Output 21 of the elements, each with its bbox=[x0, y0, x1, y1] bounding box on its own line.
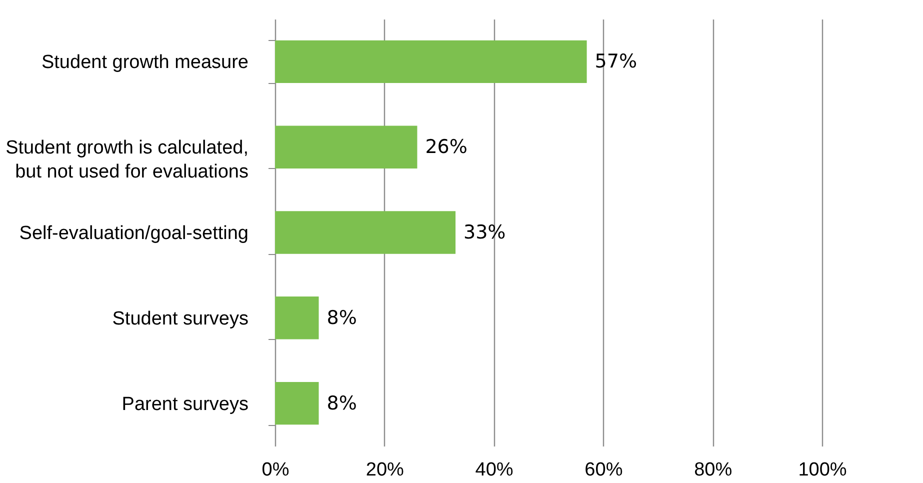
x-tick-label: 60% bbox=[584, 460, 623, 480]
data-label: 57% bbox=[594, 50, 638, 73]
bar bbox=[275, 211, 456, 254]
bar bbox=[275, 382, 319, 425]
x-tick-label: 100% bbox=[798, 460, 847, 480]
y-tick-label: Self-evaluation/goal-setting bbox=[19, 223, 248, 244]
bar bbox=[275, 126, 418, 168]
data-label: 8% bbox=[326, 392, 357, 414]
bar bbox=[275, 40, 587, 84]
data-label: 33% bbox=[464, 222, 506, 244]
data-label: 26% bbox=[425, 136, 468, 158]
x-tick-label: 80% bbox=[694, 460, 732, 480]
x-tick-label: 40% bbox=[475, 460, 514, 480]
y-tick-label: Student surveys bbox=[112, 308, 248, 330]
bar bbox=[275, 296, 319, 340]
y-tick-label: Student growth measure bbox=[41, 52, 248, 74]
y-tick-label: Student growth is calculated, but not used for evaluations bbox=[6, 138, 248, 183]
x-tick-label: 20% bbox=[366, 460, 404, 480]
data-label: 8% bbox=[326, 306, 357, 329]
x-tick-label: 0% bbox=[262, 460, 290, 480]
y-tick-label: Parent surveys bbox=[122, 394, 248, 415]
